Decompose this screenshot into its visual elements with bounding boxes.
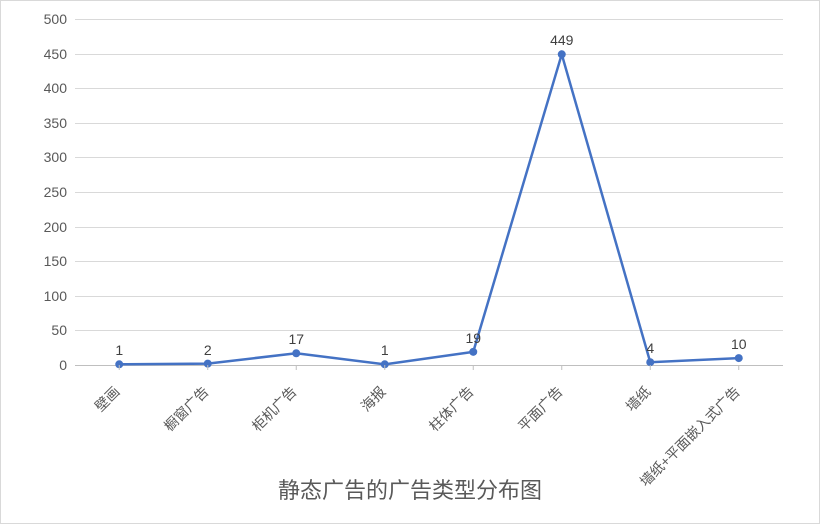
plot-area: 0501001502002503003504004505001217119449…: [75, 19, 783, 365]
data-label: 4: [646, 340, 654, 356]
y-tick-label: 300: [27, 149, 67, 165]
gridline: [75, 365, 783, 366]
data-marker: [735, 354, 743, 362]
y-tick-label: 100: [27, 288, 67, 304]
x-tick-label: 海报: [356, 382, 390, 416]
x-tick-label: 橱窗广告: [159, 382, 213, 436]
x-tick-label: 柱体广告: [425, 382, 479, 436]
y-tick-label: 150: [27, 253, 67, 269]
chart-container: 0 50 100 150 200 250 300 350 400 450 500 1 2 17 1 19 449…: [0, 0, 820, 524]
x-tick-label: 墙纸: [621, 382, 655, 416]
data-marker: [558, 50, 566, 58]
y-tick-label: 50: [27, 322, 67, 338]
data-marker: [292, 349, 300, 357]
data-label: 2: [204, 342, 212, 358]
data-label: 10: [731, 336, 747, 352]
chart-title: 静态广告的广告类型分布图: [1, 473, 819, 505]
y-tick-label: 450: [27, 46, 67, 62]
data-label: 19: [465, 330, 481, 346]
y-tick-label: 200: [27, 219, 67, 235]
y-tick-label: 400: [27, 80, 67, 96]
data-label: 17: [288, 331, 304, 347]
y-tick-label: 0: [27, 357, 67, 373]
data-marker: [469, 348, 477, 356]
data-label: 449: [550, 32, 573, 48]
data-label: 1: [381, 342, 389, 358]
line-series: [75, 19, 783, 365]
y-tick-label: 250: [27, 184, 67, 200]
series-line: [119, 54, 739, 364]
y-tick-label: 350: [27, 115, 67, 131]
y-tick-label: 500: [27, 11, 67, 27]
x-tick-label: 平面广告: [513, 382, 567, 436]
x-tick-label: 柜机广告: [248, 382, 302, 436]
data-label: 1: [115, 342, 123, 358]
x-tick-label: 壁画: [90, 382, 124, 416]
